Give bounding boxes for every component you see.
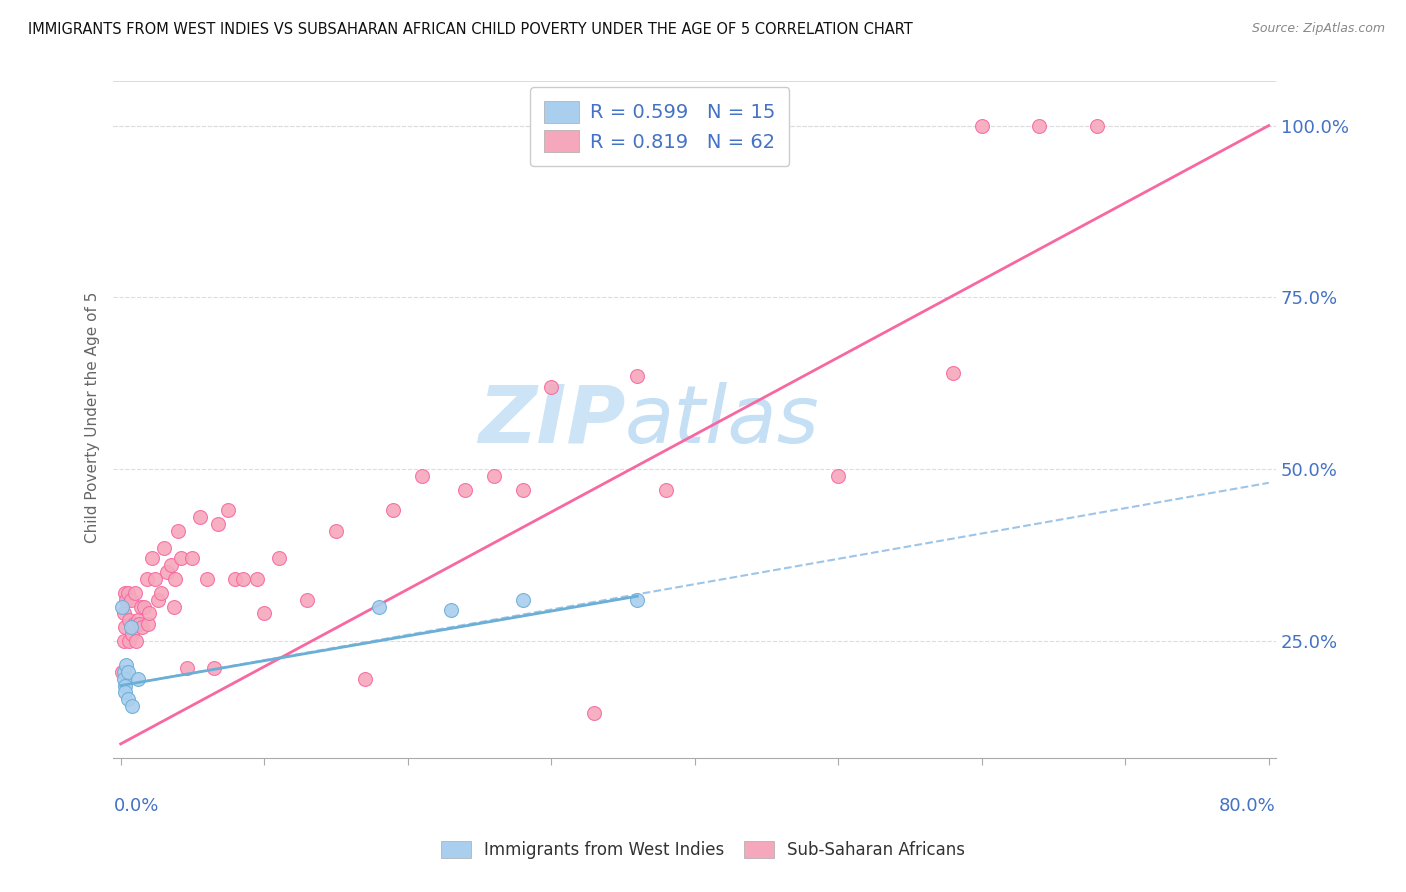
Point (583, 706, 606, 720)
Point (111, 665, 134, 679)
Point (942, 366, 965, 380)
Point (217, 503, 239, 517)
Point (297, 592, 319, 607)
Point (267, 551, 290, 566)
Point (827, 469, 849, 483)
Point (112, 665, 135, 679)
Point (146, 592, 169, 607)
Point (440, 603, 463, 617)
Point (117, 692, 139, 706)
Point (121, 699, 143, 714)
Point (188, 510, 211, 524)
Point (246, 572, 269, 586)
Point (1085, 119, 1108, 133)
Point (970, 119, 993, 133)
Point (127, 613, 149, 627)
Point (382, 503, 405, 517)
Point (129, 599, 152, 614)
Point (127, 672, 149, 686)
Point (207, 517, 229, 532)
Legend: Immigrants from West Indies, Sub-Saharan Africans: Immigrants from West Indies, Sub-Saharan… (432, 833, 974, 868)
Point (655, 483, 678, 497)
Point (626, 592, 648, 607)
Point (512, 483, 534, 497)
Point (121, 627, 143, 641)
Point (167, 524, 190, 538)
Point (138, 607, 160, 621)
Point (114, 586, 136, 600)
Point (626, 369, 648, 384)
Point (118, 633, 141, 648)
Point (118, 613, 141, 627)
Point (112, 672, 135, 686)
Point (202, 661, 225, 675)
Point (111, 599, 134, 614)
Point (325, 524, 347, 538)
Point (125, 633, 148, 648)
Point (122, 616, 145, 631)
Point (149, 586, 172, 600)
Point (163, 599, 186, 614)
Point (411, 469, 433, 483)
Text: 80.0%: 80.0% (1219, 797, 1277, 814)
Point (160, 558, 183, 573)
Point (454, 483, 477, 497)
Point (131, 620, 153, 634)
Point (114, 685, 136, 699)
Point (120, 592, 142, 607)
Point (482, 469, 505, 483)
Text: ZIP: ZIP (478, 382, 626, 460)
Point (155, 565, 177, 579)
Text: IMMIGRANTS FROM WEST INDIES VS SUBSAHARAN AFRICAN CHILD POVERTY UNDER THE AGE OF: IMMIGRANTS FROM WEST INDIES VS SUBSAHARA… (28, 22, 912, 37)
Point (165, 572, 187, 586)
Point (141, 551, 163, 566)
Point (176, 661, 198, 675)
Point (368, 599, 391, 614)
Text: atlas: atlas (626, 382, 820, 460)
Point (170, 551, 193, 566)
Point (115, 592, 138, 607)
Y-axis label: Child Poverty Under the Age of 5: Child Poverty Under the Age of 5 (86, 292, 100, 543)
Point (132, 599, 155, 614)
Point (124, 586, 146, 600)
Point (136, 616, 159, 631)
Point (115, 657, 138, 672)
Point (112, 633, 135, 648)
Point (512, 592, 534, 607)
Point (232, 572, 254, 586)
Point (224, 572, 246, 586)
Point (1028, 119, 1050, 133)
Point (353, 672, 375, 686)
Point (120, 620, 142, 634)
Text: 0.0%: 0.0% (114, 797, 159, 814)
Point (117, 665, 139, 679)
Point (112, 607, 135, 621)
Point (135, 572, 157, 586)
Point (128, 616, 150, 631)
Point (114, 679, 136, 693)
Point (152, 541, 174, 555)
Point (181, 551, 204, 566)
Point (114, 620, 136, 634)
Text: Source: ZipAtlas.com: Source: ZipAtlas.com (1251, 22, 1385, 36)
Point (195, 572, 218, 586)
Legend: R = 0.599   N = 15, R = 0.819   N = 62: R = 0.599 N = 15, R = 0.819 N = 62 (530, 87, 790, 166)
Point (253, 607, 276, 621)
Point (117, 586, 139, 600)
Point (143, 572, 166, 586)
Point (540, 379, 562, 393)
